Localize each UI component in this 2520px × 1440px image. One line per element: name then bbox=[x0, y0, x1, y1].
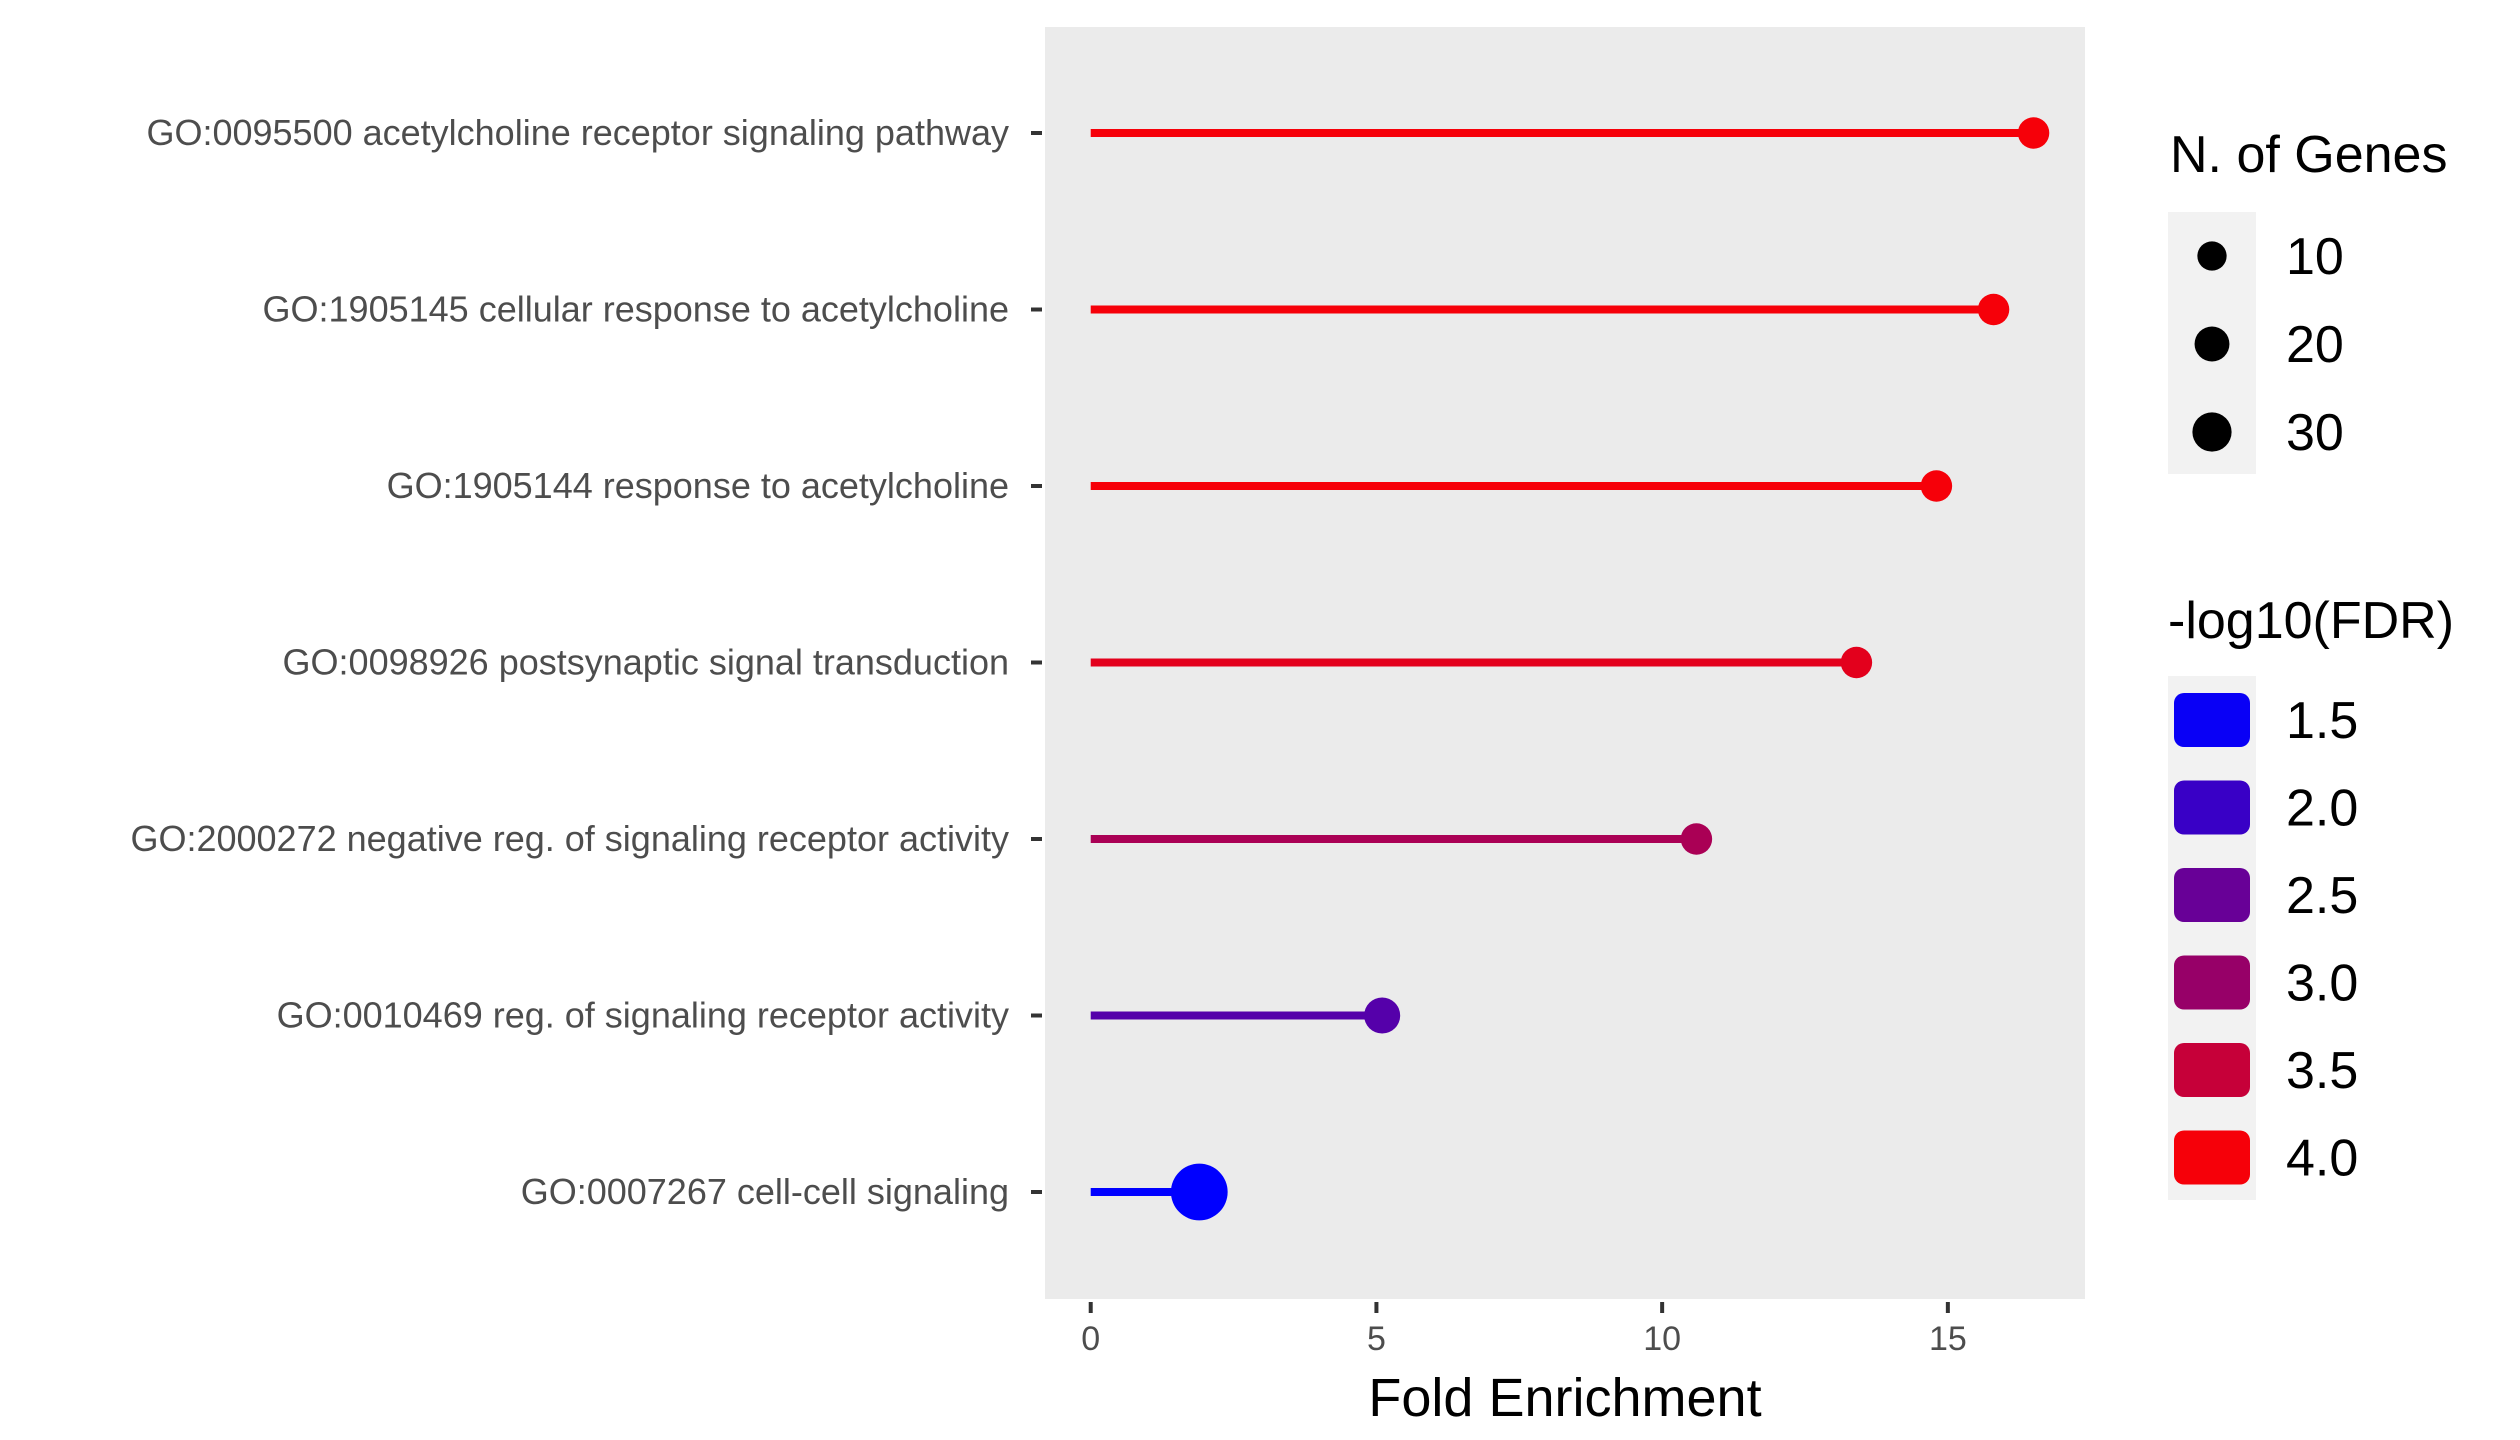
y-tick-label: GO:1905144 response to acetylcholine bbox=[387, 465, 1009, 506]
x-tick-label: 10 bbox=[1643, 1320, 1681, 1358]
lollipop-point bbox=[2017, 117, 2050, 149]
legend-color-label: 3.5 bbox=[2286, 1042, 2358, 1100]
legend-color-key bbox=[2174, 1043, 2250, 1097]
legend-color-label: 2.5 bbox=[2286, 867, 2358, 925]
y-tick-label: GO:0095500 acetylcholine receptor signal… bbox=[146, 112, 1009, 153]
legend-color-key bbox=[2174, 693, 2250, 747]
x-tick-label: 0 bbox=[1081, 1320, 1100, 1358]
legend-color-label: 4.0 bbox=[2286, 1130, 2358, 1188]
legend-size-label: 20 bbox=[2286, 316, 2344, 374]
lollipop-layer bbox=[1090, 117, 2050, 1221]
lollipop-point bbox=[1920, 470, 1953, 502]
x-axis-title: Fold Enrichment bbox=[1368, 1368, 1761, 1428]
legend-size-label: 30 bbox=[2286, 404, 2344, 462]
legend-color-key bbox=[2174, 955, 2250, 1010]
x-axis: 0 5 10 15 bbox=[1081, 1302, 1967, 1358]
legend-size-title: N. of Genes bbox=[2170, 126, 2447, 184]
y-axis: GO:0095500 acetylcholine receptor signal… bbox=[130, 112, 1042, 1212]
y-tick-label: GO:0010469 reg. of signaling receptor ac… bbox=[277, 995, 1009, 1036]
legend-size-label: 10 bbox=[2286, 228, 2344, 286]
legend-size-key bbox=[2197, 241, 2227, 271]
legend-color-key bbox=[2174, 1130, 2250, 1185]
legend-color: -log10(FDR) 1.5 2.0 2.5 3.0 3.5 4.0 bbox=[2168, 592, 2454, 1200]
lollipop-point bbox=[1840, 646, 1873, 679]
legend-color-key bbox=[2174, 868, 2250, 922]
legend-size-key bbox=[2192, 412, 2232, 452]
legend-color-label: 1.5 bbox=[2286, 692, 2358, 750]
legend-size: N. of Genes 10 20 30 bbox=[2168, 126, 2447, 474]
lollipop-point bbox=[1977, 293, 2010, 326]
lollipop-point bbox=[1364, 997, 1401, 1034]
lollipop-point bbox=[1170, 1163, 1228, 1221]
legend-color-key bbox=[2174, 780, 2250, 835]
y-tick-label: GO:0007267 cell-cell signaling bbox=[521, 1171, 1009, 1212]
y-tick-label: GO:1905145 cellular response to acetylch… bbox=[263, 289, 1009, 330]
legend-color-title: -log10(FDR) bbox=[2168, 592, 2454, 650]
lollipop-point bbox=[1680, 823, 1713, 855]
legend-size-key bbox=[2194, 326, 2230, 362]
y-tick-label: GO:2000272 negative reg. of signaling re… bbox=[130, 818, 1009, 859]
legend-color-label: 3.0 bbox=[2286, 955, 2358, 1013]
legend-color-label: 2.0 bbox=[2286, 780, 2358, 838]
x-tick-label: 15 bbox=[1929, 1320, 1967, 1358]
legend-color-key-background bbox=[2168, 676, 2256, 1200]
x-tick-label: 5 bbox=[1367, 1320, 1386, 1358]
y-tick-label: GO:0098926 postsynaptic signal transduct… bbox=[283, 642, 1009, 683]
